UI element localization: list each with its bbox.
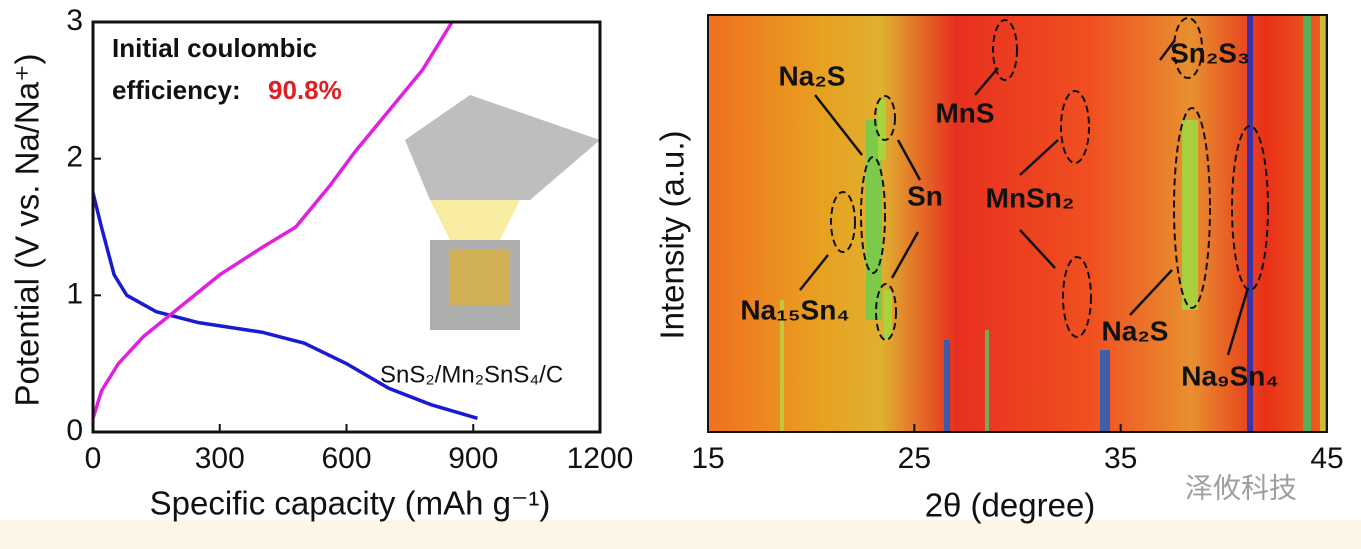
phase-label: Sn [907, 180, 943, 211]
y-tick-label: 3 [66, 4, 83, 37]
arrows [799, 39, 1250, 356]
heatmap-background [708, 15, 1327, 432]
y-axis-label: Intensity (a.u.) [654, 130, 691, 339]
peak-ellipse [875, 283, 897, 341]
y-tick-label: 0 [66, 414, 83, 447]
peak-ellipse [1173, 17, 1203, 79]
line-series [91, 21, 454, 419]
plot-frame [707, 14, 1328, 433]
x-tick-label: 25 [898, 442, 931, 475]
peak-ellipse [874, 95, 896, 141]
x-tick-label: 900 [448, 442, 498, 475]
y-tick-label: 2 [66, 141, 83, 174]
phase-label: Na₂S [779, 60, 846, 91]
phase-label: Na₁₅Sn₄ [740, 294, 849, 325]
peak-ellipse [1173, 107, 1211, 309]
phase-label: MnS [935, 97, 994, 128]
phase-label: MnSn₂ [986, 182, 1075, 213]
y-axis-label: Potential (V vs. Na/Na⁺) [9, 53, 46, 406]
x-tick-label: 300 [195, 442, 245, 475]
annotation: Initial coulombic [112, 33, 317, 63]
illustration [405, 95, 600, 330]
x-tick-label: 600 [321, 442, 371, 475]
annotation: efficiency: [112, 75, 241, 105]
peak-ellipse [1062, 256, 1092, 338]
phase-label: Na₂S [1102, 315, 1169, 346]
peak-ellipse [830, 191, 856, 253]
line-series [91, 192, 478, 421]
y-tick-label: 1 [66, 277, 83, 310]
heatmap-stripes [780, 15, 1325, 432]
peak-ellipse [1231, 125, 1269, 291]
x-axis-label: 2θ (degree) [925, 487, 1096, 524]
peak-ellipse [992, 19, 1018, 81]
phase-label: Sn₂S₃ [1170, 37, 1250, 68]
peak-ellipse [860, 156, 886, 274]
x-tick-label: 45 [1310, 442, 1343, 475]
footer-band [0, 520, 1361, 549]
peak-ellipse [1060, 90, 1090, 164]
x-tick-label: 0 [85, 442, 102, 475]
x-axis-label: Specific capacity (mAh g⁻¹) [150, 485, 551, 522]
watermark: 泽攸科技 [1185, 472, 1297, 503]
annotation-value: 90.8% [268, 75, 342, 105]
x-tick-label: 15 [691, 442, 724, 475]
x-tick-label: 35 [1104, 442, 1137, 475]
x-tick-label: 1200 [567, 442, 634, 475]
phase-label: Na₉Sn₄ [1181, 360, 1279, 391]
material-label: SnS₂/Mn₂SnS₄/C [380, 361, 563, 388]
